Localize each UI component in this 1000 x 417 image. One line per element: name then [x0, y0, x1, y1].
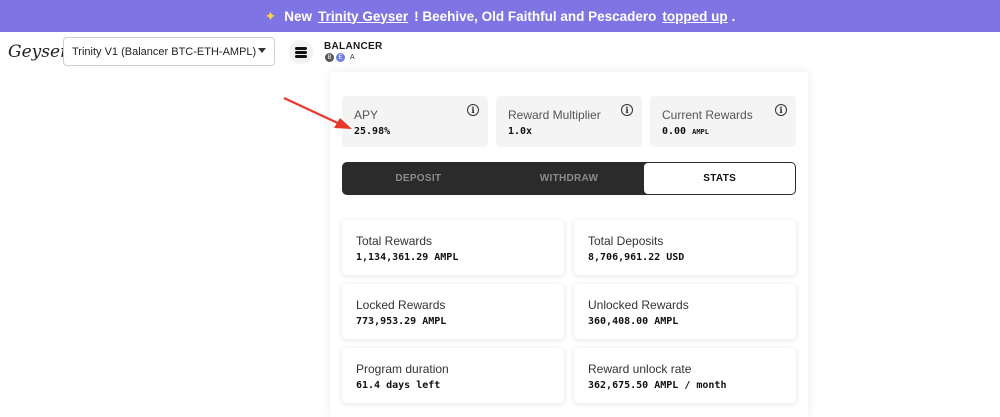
geyser-select-value: Trinity V1 (Balancer BTC-ETH-AMPL) — [72, 45, 257, 58]
current-rewards-label: Current Rewards — [662, 108, 753, 122]
top-bar: Geyser — [0, 32, 1000, 74]
apy-label: APY — [354, 108, 379, 122]
card-label: Locked Rewards — [356, 298, 446, 312]
btc-token-icon: B — [325, 53, 334, 62]
banner-suffix: . — [731, 8, 736, 24]
tab-withdraw[interactable]: WITHDRAW — [539, 173, 599, 184]
card-label: Total Rewards — [356, 234, 433, 248]
card-label: Reward unlock rate — [588, 362, 692, 376]
card-value: 61.4 days left — [356, 380, 441, 391]
tab-stats[interactable]: STATS — [644, 163, 796, 194]
program-duration-card: Program duration 61.4 days left — [342, 348, 564, 403]
card-value: 362,675.50 AMPL / month — [588, 380, 727, 391]
geyser-select[interactable]: Trinity V1 (Balancer BTC-ETH-AMPL) — [63, 37, 275, 66]
locked-rewards-card: Locked Rewards 773,953.29 AMPL — [342, 284, 564, 339]
token-icons: B E A — [325, 53, 355, 62]
reward-unlock-rate-card: Reward unlock rate 362,675.50 AMPL / mon… — [574, 348, 796, 403]
info-icon[interactable]: i — [775, 104, 787, 116]
total-rewards-card: Total Rewards 1,134,361.29 AMPL — [342, 220, 564, 275]
chevron-down-icon — [258, 48, 266, 53]
banner-middle: ! Beehive, Old Faithful and Pescadero — [414, 8, 657, 24]
pool-name: BALANCER — [324, 41, 383, 52]
announcement-banner: ✦ New Trinity Geyser ! Beehive, Old Fait… — [0, 0, 1000, 32]
total-deposits-card: Total Deposits 8,706,961.22 USD — [574, 220, 796, 275]
card-value: 773,953.29 AMPL — [356, 316, 447, 327]
trinity-geyser-link[interactable]: Trinity Geyser — [318, 8, 409, 24]
tab-deposit[interactable]: DEPOSIT — [395, 173, 442, 184]
topped-up-link[interactable]: topped up — [662, 8, 728, 24]
apy-value: 25.98% — [354, 126, 391, 137]
current-rewards-value: 0.00 AMPL — [662, 126, 709, 137]
card-label: Program duration — [356, 362, 449, 376]
info-icon[interactable]: i — [467, 104, 479, 116]
card-label: Total Deposits — [588, 234, 664, 248]
ampl-token-icon: A — [350, 54, 355, 61]
reward-multiplier-stat: Reward Multiplier 1.0x i — [496, 96, 642, 147]
unlocked-rewards-card: Unlocked Rewards 360,408.00 AMPL — [574, 284, 796, 339]
balancer-logo-icon — [289, 40, 313, 64]
info-icon[interactable]: i — [621, 104, 633, 116]
reward-multiplier-label: Reward Multiplier — [508, 108, 601, 122]
card-value: 360,408.00 AMPL — [588, 316, 679, 327]
banner-prefix: New — [284, 8, 313, 24]
annotation-arrow-icon — [283, 97, 352, 129]
card-value: 1,134,361.29 AMPL — [356, 252, 459, 263]
flower-icon: ✦ — [264, 7, 277, 24]
reward-multiplier-value: 1.0x — [508, 126, 533, 137]
card-value: 8,706,961.22 USD — [588, 252, 685, 263]
tab-bar: DEPOSIT WITHDRAW STATS — [342, 162, 796, 195]
eth-token-icon: E — [336, 53, 345, 62]
current-rewards-stat: Current Rewards 0.00 AMPL i — [650, 96, 796, 147]
card-label: Unlocked Rewards — [588, 298, 689, 312]
apy-stat: APY 25.98% i — [342, 96, 488, 147]
geyser-logo[interactable]: Geyser — [8, 42, 69, 62]
